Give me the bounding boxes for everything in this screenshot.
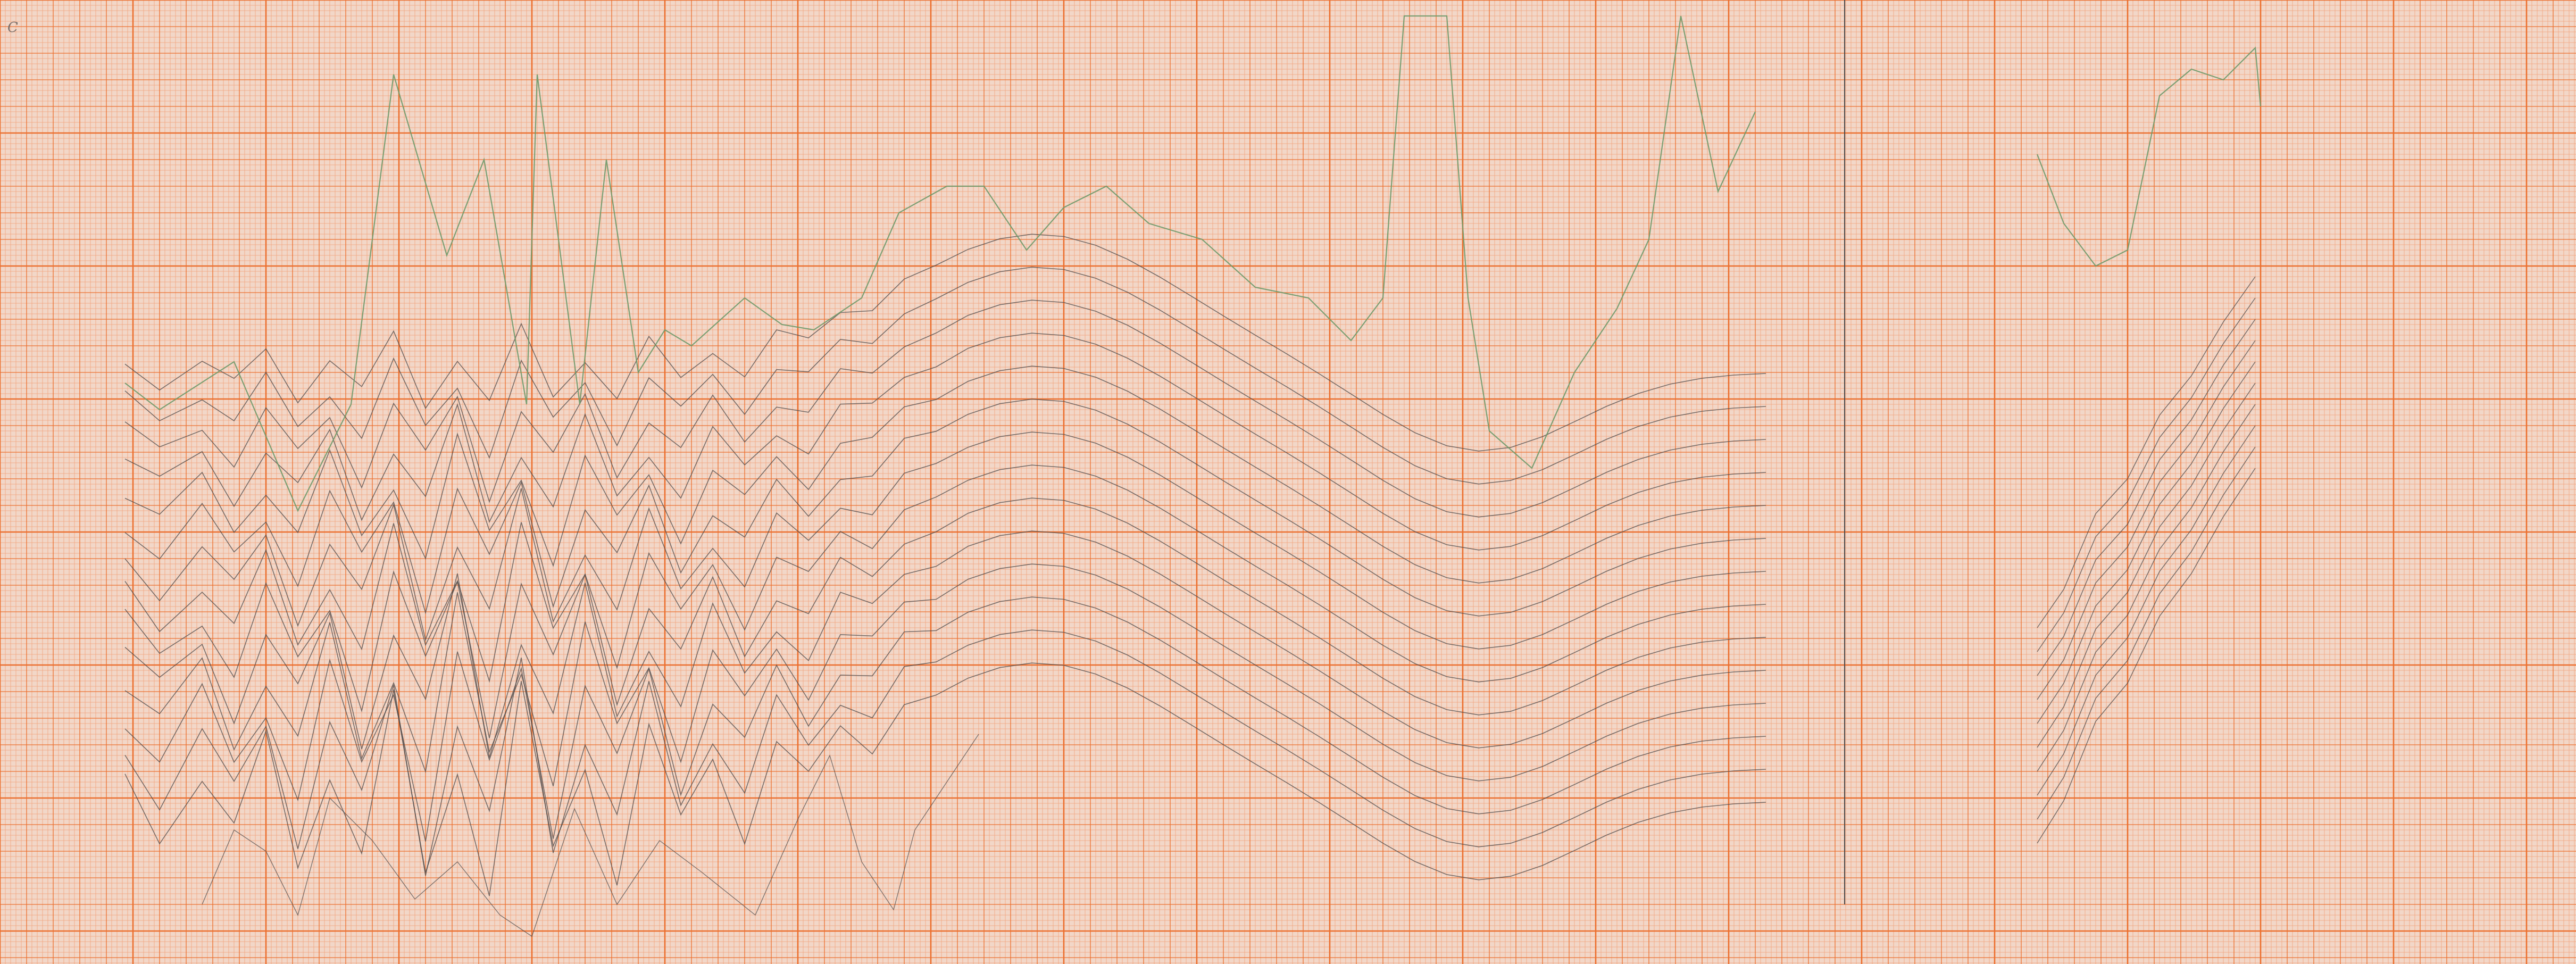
left-axis-label-top: C xyxy=(7,20,18,36)
pencil-trace-right xyxy=(2037,425,2256,796)
pencil-trace-main xyxy=(124,530,1766,758)
pencil-trace-right xyxy=(2037,276,2256,628)
pencil-trace-main xyxy=(124,333,1766,551)
pencil-trace-main xyxy=(124,300,1766,518)
pencil-trace-low xyxy=(202,734,979,937)
pencil-trace-right xyxy=(2037,383,2256,748)
pencil-trace-right xyxy=(2037,297,2256,652)
pencil-trace-main xyxy=(124,267,1766,485)
pencil-trace-main xyxy=(124,662,1766,896)
pencil-trace-main xyxy=(124,365,1766,584)
pencil-trace-main xyxy=(124,431,1766,650)
pencil-traces xyxy=(124,0,2262,937)
pencil-trace-main xyxy=(124,398,1766,617)
pencil-trace-main xyxy=(124,234,1766,452)
pencil-trace-main xyxy=(124,563,1766,786)
pencil-trace-right xyxy=(2037,319,2256,676)
pencil-trace-main xyxy=(124,596,1766,842)
pencil-trace-right xyxy=(2037,340,2256,700)
pencil-trace-main xyxy=(124,497,1766,738)
pencil-labels: C xyxy=(7,20,18,36)
pencil-trace-main xyxy=(124,464,1766,683)
pencil-trace-right xyxy=(2037,446,2256,820)
pencil-trace-right xyxy=(2037,404,2256,772)
pencil-trace-right xyxy=(2037,361,2256,724)
green-pencil-trace xyxy=(124,15,1756,512)
green-pencil-trace-right xyxy=(2036,46,2262,267)
pencil-trace-right xyxy=(2037,468,2256,844)
